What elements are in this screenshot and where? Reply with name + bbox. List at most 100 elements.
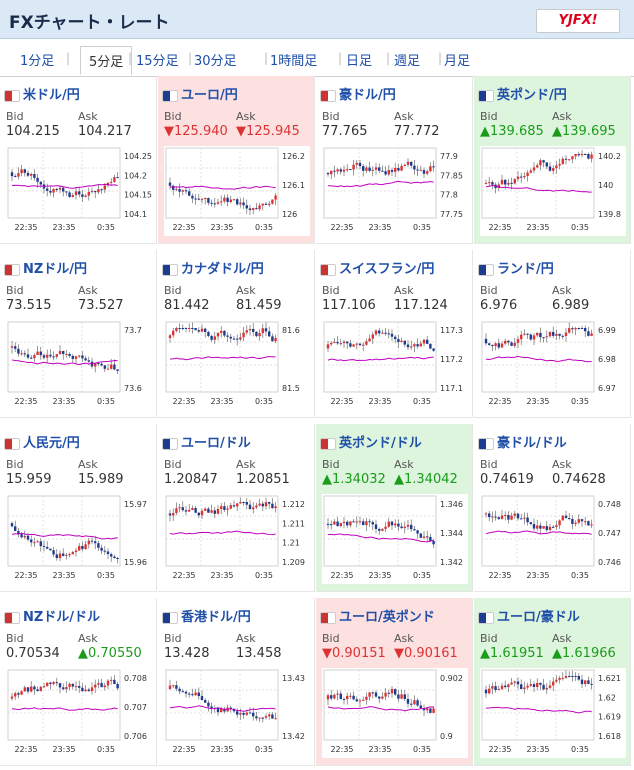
rate-card[interactable]: NZドル/ドル Bid Ask 0.70534 ▲0.70550 0.708 0.707 0.… [0, 598, 157, 766]
pair-title[interactable]: NZドル/円 [4, 258, 87, 277]
candle-body [65, 554, 68, 556]
mini-chart[interactable]: 0.748 0.747 0.746 22:35 23:35 0:35 [480, 494, 626, 584]
candle-body [523, 687, 526, 690]
tab-1[interactable]: 5分足 [80, 46, 133, 75]
rate-card[interactable]: ユーロ/豪ドル Bid Ask ▲1.61951 ▲1.61966 1.621 1.62 1.… [474, 598, 631, 766]
rate-card[interactable]: 豪ドル/円 Bid Ask 77.765 77.772 77.9 77.85 77.8 77.7… [316, 76, 473, 244]
ma-line [169, 356, 276, 361]
ask-label: Ask [236, 110, 256, 123]
candle-body [197, 198, 200, 200]
candlestick-svg: 104.25 104.2 104.15 104.1 22:35 23:35 0:35 [7, 147, 152, 232]
rate-card[interactable]: ランド/円 Bid Ask 6.976 6.989 6.99 6.98 6.97 22:35 23… [474, 250, 631, 418]
pair-title[interactable]: ユーロ/英ポンド [320, 606, 435, 625]
rate-card[interactable]: NZドル/円 Bid Ask 73.515 73.527 73.7 73.6 22:35 23:… [0, 250, 157, 418]
y-tick-label: 1.211 [282, 519, 305, 528]
candle-body [330, 695, 333, 699]
rate-card[interactable]: ユーロ/英ポンド Bid Ask ▼0.90151 ▼0.90161 0.902 0.9 22… [316, 598, 473, 766]
pair-title[interactable]: ユーロ/豪ドル [478, 606, 580, 625]
rate-card[interactable]: 英ポンド/ドル Bid Ask ▲1.34032 ▲1.34042 1.346 1.344 1… [316, 424, 473, 592]
pair-title[interactable]: ランド/円 [478, 258, 554, 277]
candle-body [197, 512, 200, 516]
mini-chart[interactable]: 1.346 1.344 1.342 22:35 23:35 0:35 [322, 494, 468, 584]
candle-body [400, 694, 403, 699]
candle-body [484, 689, 488, 694]
rate-card[interactable]: 豪ドル/ドル Bid Ask 0.74619 0.74628 0.748 0.747 0.74… [474, 424, 631, 592]
candle-body [90, 361, 94, 367]
rate-card[interactable]: 英ポンド/円 Bid Ask ▲139.685 ▲139.695 140.2 140 139.… [474, 76, 631, 244]
rate-card[interactable]: 米ドル/円 Bid Ask 104.215 104.217 104.25 104.2 104.… [0, 76, 157, 244]
pair-title[interactable]: 英ポンド/ドル [320, 432, 422, 451]
tab-2[interactable]: 15分足 [136, 54, 179, 69]
pair-title[interactable]: スイスフラン/円 [320, 258, 434, 277]
candle-body [223, 708, 226, 712]
mini-chart[interactable]: 117.3 117.2 117.1 22:35 23:35 0:35 [322, 320, 468, 410]
candle-body [90, 540, 94, 542]
candle-body [71, 552, 74, 555]
candle-body [374, 167, 378, 170]
candle-body [210, 202, 213, 204]
mini-chart[interactable]: 0.708 0.707 0.706 22:35 23:35 0:35 [6, 668, 152, 758]
mini-chart[interactable]: 126.2 126.1 126 22:35 23:35 0:35 [164, 146, 310, 236]
tab-3[interactable]: 30分足 [194, 54, 237, 69]
pair-title[interactable]: 米ドル/円 [4, 84, 80, 103]
candle-body [564, 158, 568, 160]
candle-body [184, 510, 188, 512]
pair-title[interactable]: カナダドル/円 [162, 258, 264, 277]
tab-0[interactable]: 1分足 [20, 54, 55, 69]
candle-body [181, 328, 184, 329]
candle-body [426, 171, 429, 174]
candle-body [497, 343, 500, 348]
y-tick-label: 0.708 [124, 674, 147, 683]
candle-body [529, 334, 532, 340]
mini-chart[interactable]: 104.25 104.2 104.15 104.1 22:35 23:35 0:35 [6, 146, 152, 236]
mini-chart[interactable]: 81.6 81.5 22:35 23:35 0:35 [164, 320, 310, 410]
y-tick-label: 0.902 [440, 674, 463, 683]
rate-card[interactable]: スイスフラン/円 Bid Ask 117.106 117.124 117.3 117.2 11… [316, 250, 473, 418]
mini-chart[interactable]: 1.621 1.62 1.619 1.618 22:35 23:35 0:35 [480, 668, 626, 758]
mini-chart[interactable]: 0.902 0.9 22:35 23:35 0:35 [322, 668, 468, 758]
mini-chart[interactable]: 73.7 73.6 22:35 23:35 0:35 [6, 320, 152, 410]
mini-chart[interactable]: 77.9 77.85 77.8 77.75 22:35 23:35 0:35 [322, 146, 468, 236]
tab-5[interactable]: 日足 [346, 54, 373, 69]
mini-chart[interactable]: 13.43 13.42 22:35 23:35 0:35 [164, 668, 310, 758]
candle-body [94, 541, 97, 544]
pair-title[interactable]: 豪ドル/ドル [478, 432, 567, 451]
mini-chart[interactable]: 140.2 140 139.8 22:35 23:35 0:35 [480, 146, 626, 236]
pair-title[interactable]: NZドル/ドル [4, 606, 100, 625]
candle-body [178, 328, 181, 329]
rate-card[interactable]: ユーロ/円 Bid Ask ▼125.940 ▼125.945 126.2 126.1 126… [158, 76, 315, 244]
rate-card[interactable]: 香港ドル/円 Bid Ask 13.428 13.458 13.43 13.42 22:35 2… [158, 598, 315, 766]
pair-title[interactable]: 英ポンド/円 [478, 84, 567, 103]
candle-body [488, 343, 491, 345]
candle-body [81, 545, 84, 550]
rate-card[interactable]: ユーロ/ドル Bid Ask 1.20847 1.20851 1.212 1.211 1.21… [158, 424, 315, 592]
mini-chart[interactable]: 6.99 6.98 6.97 22:35 23:35 0:35 [480, 320, 626, 410]
rate-card[interactable]: カナダドル/円 Bid Ask 81.442 81.459 81.6 81.5 22:35 23… [158, 250, 315, 418]
tab-4[interactable]: 1時間足 [270, 54, 318, 69]
rate-card[interactable]: 人民元/円 Bid Ask 15.959 15.989 15.97 15.96 22:35 23… [0, 424, 157, 592]
candle-body [242, 712, 245, 715]
candle-body [491, 182, 494, 185]
candle-body [536, 165, 539, 168]
candle-body [400, 340, 403, 342]
candle-body [216, 708, 220, 713]
y-tick-label: 77.85 [440, 171, 463, 180]
pair-title[interactable]: 豪ドル/円 [320, 84, 396, 103]
candle-body [236, 711, 239, 715]
candle-body [52, 189, 55, 193]
tab-7[interactable]: 月足 [444, 54, 471, 69]
candle-body [49, 190, 52, 193]
pair-title[interactable]: 香港ドル/円 [162, 606, 251, 625]
candle-body [62, 187, 65, 192]
yjfx-logo[interactable]: YJFX! [536, 9, 620, 33]
ask-value: ▲1.34042 [394, 472, 458, 487]
mini-chart[interactable]: 15.97 15.96 22:35 23:35 0:35 [6, 494, 152, 584]
candle-body [352, 521, 355, 523]
pair-title[interactable]: ユーロ/円 [162, 84, 238, 103]
mini-chart[interactable]: 1.212 1.211 1.21 1.209 22:35 23:35 0:35 [164, 494, 310, 584]
x-tick-label: 0:35 [255, 397, 273, 406]
pair-title[interactable]: 人民元/円 [4, 432, 80, 451]
tab-6[interactable]: 週足 [394, 54, 421, 69]
y-tick-label: 81.5 [282, 384, 300, 393]
pair-title[interactable]: ユーロ/ドル [162, 432, 251, 451]
